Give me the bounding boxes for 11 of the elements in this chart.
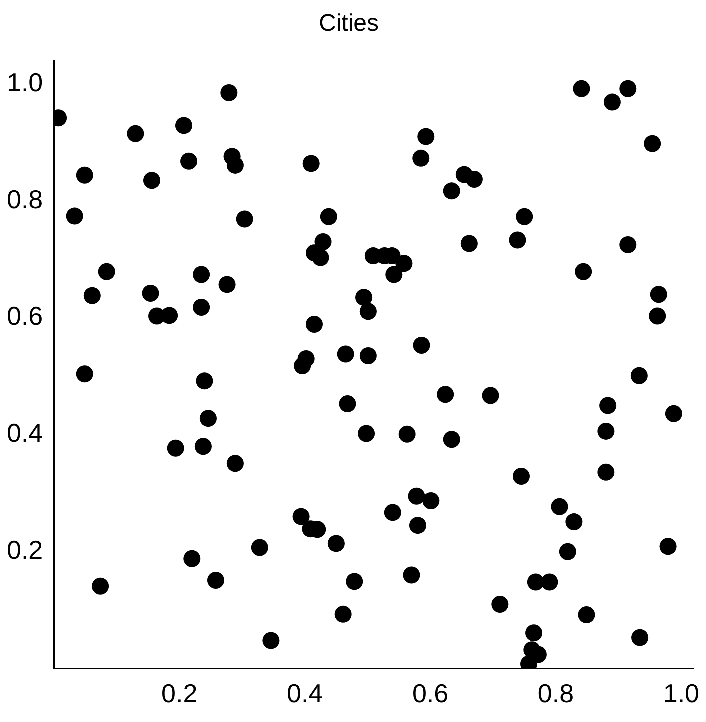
y-tick-label: 0.8 [6, 184, 44, 214]
y-tick-label: 1.0 [6, 67, 44, 98]
y-tick-label: 0.2 [6, 535, 44, 566]
y-tick-label: 0.6 [6, 301, 44, 332]
chart-title: Cities [318, 10, 380, 38]
x-tick-label: 0.6 [412, 678, 449, 709]
y-tick-label: 0.4 [6, 418, 44, 448]
x-tick-label: 0.4 [286, 678, 324, 709]
x-tick-label: 1.0 [663, 678, 700, 709]
x-tick-label: 0.8 [538, 678, 574, 709]
x-tick-label: 0.2 [162, 678, 198, 709]
